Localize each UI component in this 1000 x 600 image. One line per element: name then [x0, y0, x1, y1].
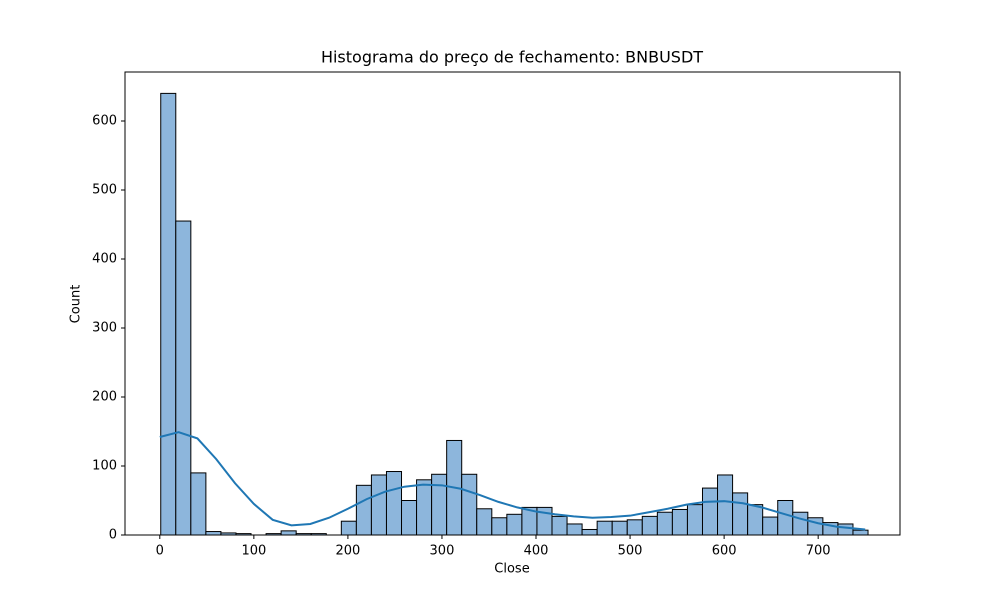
histogram-bar	[370, 474, 387, 536]
histogram-bar	[491, 517, 508, 536]
histogram-bar	[837, 523, 854, 536]
x-tick-label: 500	[618, 544, 643, 559]
y-tick-label: 600	[92, 113, 117, 128]
x-tick-label: 100	[241, 544, 266, 559]
histogram-bar	[566, 523, 583, 536]
y-tick-label: 300	[92, 320, 117, 335]
histogram-bar	[280, 530, 297, 536]
y-tick-label: 400	[92, 251, 117, 266]
x-tick-label: 0	[156, 544, 164, 559]
histogram-bar	[160, 92, 177, 536]
kde-line	[159, 431, 866, 531]
histogram-bar	[340, 520, 357, 536]
y-tick-label: 0	[109, 528, 117, 543]
histogram-bar	[506, 513, 523, 536]
histogram-bar	[732, 492, 749, 536]
histogram-bar	[656, 511, 673, 536]
histogram-bar	[401, 499, 418, 536]
histogram-bar	[596, 520, 613, 536]
y-tick-label: 500	[92, 182, 117, 197]
histogram-bar	[641, 515, 658, 536]
histogram-bar	[777, 499, 794, 536]
histogram-bar	[355, 484, 372, 536]
x-tick-label: 200	[335, 544, 360, 559]
histogram-bar	[175, 220, 192, 536]
histogram-bar	[581, 528, 598, 536]
histogram-bar	[431, 473, 448, 536]
x-tick-label: 300	[430, 544, 455, 559]
y-tick-label: 100	[92, 458, 117, 473]
histogram-bar	[626, 519, 643, 536]
y-tick-label: 200	[92, 389, 117, 404]
histogram-bar	[385, 471, 403, 536]
histogram-bar	[686, 504, 703, 536]
y-axis-label: Count	[69, 285, 84, 324]
x-axis-label: Close	[494, 562, 529, 577]
histogram-bar	[551, 515, 568, 536]
histogram-bar	[611, 520, 628, 536]
histogram-bar	[852, 529, 869, 536]
x-tick-label: 400	[524, 544, 549, 559]
histogram-bar	[416, 479, 433, 536]
histogram-bar	[792, 511, 809, 536]
histogram-bar	[747, 504, 764, 536]
histogram-bar	[701, 487, 719, 536]
x-tick-label: 600	[712, 544, 737, 559]
histogram-bar	[762, 516, 779, 536]
chart-title: Histograma do preço de fechamento: BNBUS…	[321, 48, 703, 67]
histogram-bar	[671, 508, 688, 536]
histogram-bar	[190, 472, 207, 536]
plot-frame	[124, 71, 901, 536]
histogram-bar	[461, 473, 478, 536]
histogram-bar	[205, 531, 222, 536]
x-tick-label: 700	[806, 544, 831, 559]
histogram-bar	[476, 508, 493, 536]
histogram-bar	[717, 474, 734, 536]
